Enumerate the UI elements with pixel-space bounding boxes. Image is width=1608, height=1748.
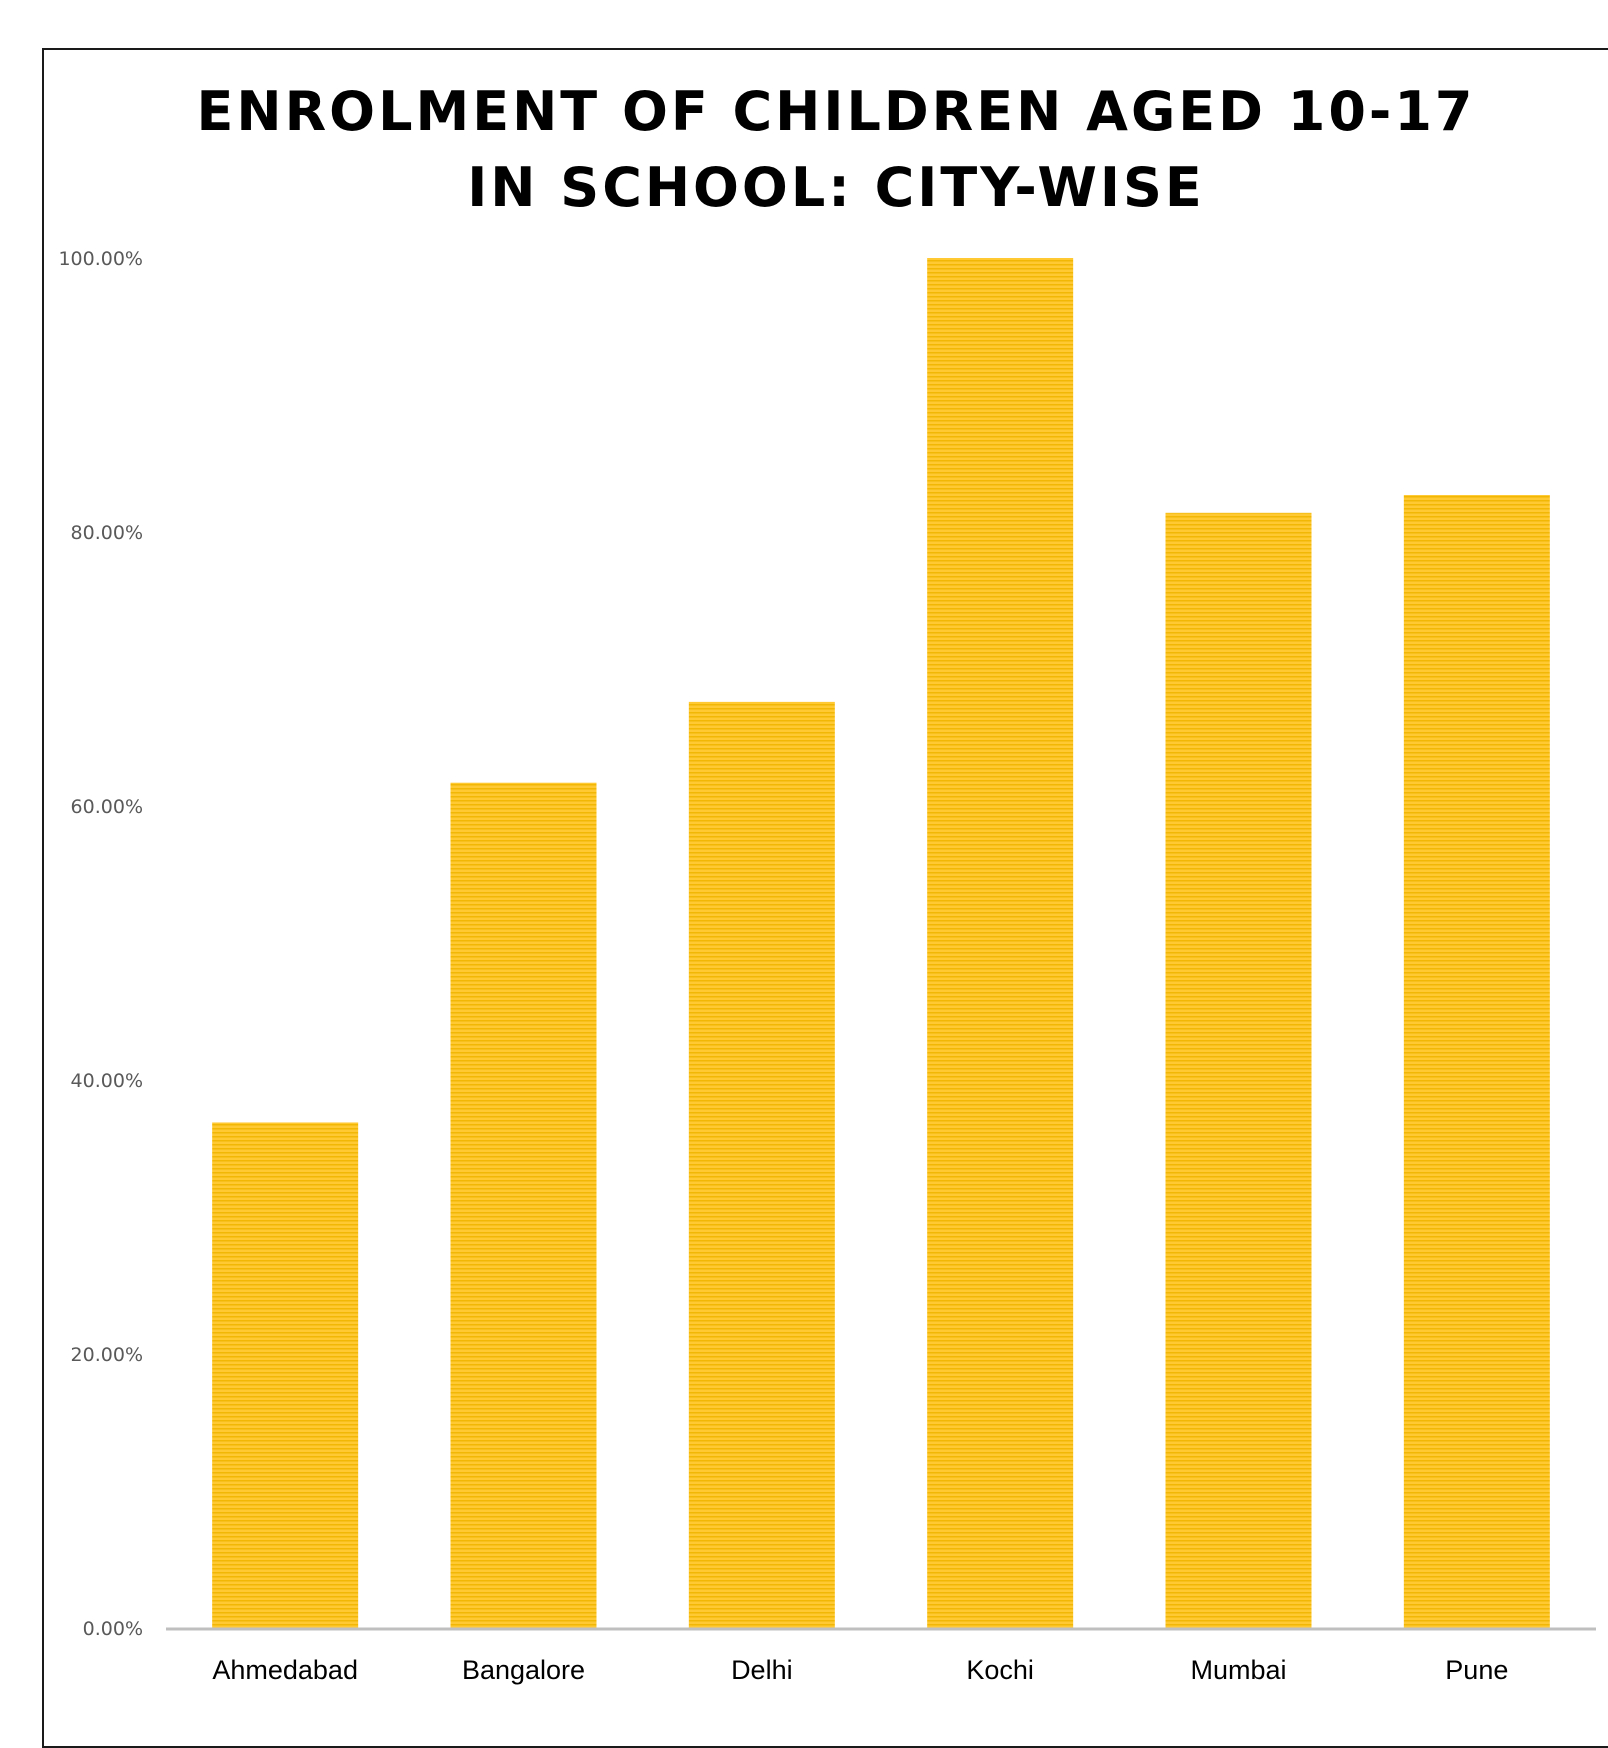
bar <box>212 1122 359 1628</box>
bar <box>688 701 835 1628</box>
y-tick-label: 60.00% <box>71 796 143 818</box>
y-axis-ticks: 0.00% 20.00% 40.00% 60.00% 80.00% 100.00% <box>58 248 143 1640</box>
x-tick-label: Bangalore <box>462 1655 585 1685</box>
x-tick-label: Ahmedabad <box>212 1655 358 1685</box>
chart-title-line-1: ENROLMENT OF CHILDREN AGED 10-17 <box>196 80 1476 143</box>
bar-chart: 0.00% 20.00% 40.00% 60.00% 80.00% 100.00% Ahm… <box>58 248 1596 1685</box>
bar <box>1403 495 1550 1628</box>
chart-title-line-2: IN SCHOOL: CITY-WISE <box>467 156 1205 219</box>
y-tick-label: 80.00% <box>71 522 143 544</box>
x-axis-labels: Ahmedabad Bangalore Delhi Kochi Mumbai Pune <box>212 1655 1508 1685</box>
bars <box>212 258 1550 1628</box>
bar <box>450 782 597 1628</box>
chart-title: ENROLMENT OF CHILDREN AGED 10-17 IN SCHO… <box>0 74 1608 226</box>
bar <box>927 258 1074 1628</box>
x-tick-label: Mumbai <box>1190 1655 1286 1685</box>
x-tick-label: Delhi <box>731 1655 793 1685</box>
y-tick-label: 40.00% <box>71 1070 143 1092</box>
y-tick-label: 100.00% <box>58 248 143 270</box>
x-tick-label: Kochi <box>966 1655 1034 1685</box>
x-tick-label: Pune <box>1445 1655 1508 1685</box>
y-tick-label: 0.00% <box>83 1618 143 1640</box>
bar <box>1165 512 1312 1628</box>
y-tick-label: 20.00% <box>71 1344 143 1366</box>
